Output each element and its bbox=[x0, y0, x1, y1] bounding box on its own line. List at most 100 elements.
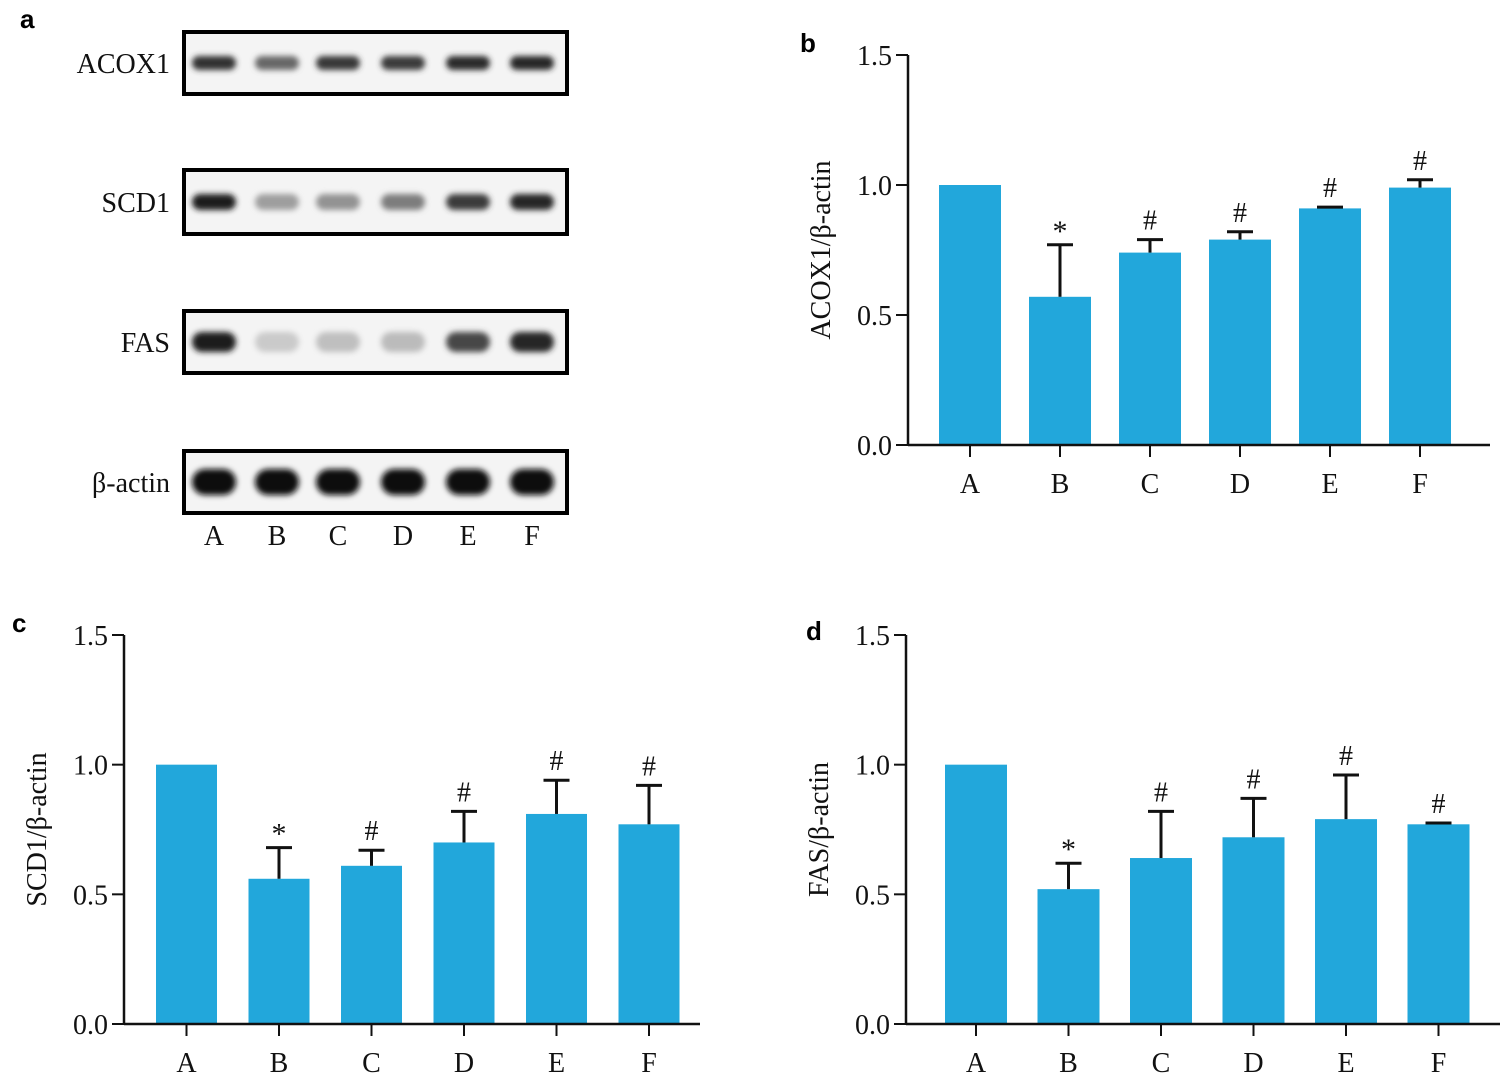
panel-letter-b: b bbox=[800, 28, 816, 58]
blot-frame bbox=[182, 449, 569, 515]
x-tick-label: A bbox=[176, 1048, 197, 1079]
bar bbox=[433, 842, 495, 1024]
blot-row-label: β-actin bbox=[92, 468, 170, 499]
significance-mark: # bbox=[1143, 206, 1157, 237]
significance-mark: # bbox=[1432, 789, 1446, 820]
panel-letter-d: d bbox=[806, 616, 822, 646]
significance-mark: * bbox=[272, 818, 287, 851]
significance-mark: # bbox=[1247, 764, 1261, 795]
significance-mark: # bbox=[1323, 173, 1337, 204]
blot-band bbox=[255, 56, 299, 70]
blot-band bbox=[255, 469, 299, 495]
significance-mark: # bbox=[1413, 146, 1427, 177]
blot-band bbox=[192, 56, 236, 70]
blot-lane-label: D bbox=[393, 521, 413, 552]
bar bbox=[1407, 824, 1470, 1024]
blot-band bbox=[381, 194, 425, 210]
y-tick-label: 0.0 bbox=[855, 1010, 890, 1041]
y-axis-label: ACOX1/β-actin bbox=[806, 160, 837, 339]
significance-mark: * bbox=[1053, 215, 1068, 248]
x-tick-label: C bbox=[1152, 1048, 1171, 1079]
x-tick-label: B bbox=[1059, 1048, 1078, 1079]
bar bbox=[1130, 858, 1192, 1024]
bar bbox=[939, 185, 1001, 445]
y-tick-label: 1.5 bbox=[855, 621, 890, 652]
blot-band bbox=[446, 194, 490, 210]
bar bbox=[156, 764, 217, 1024]
y-tick-label: 1.0 bbox=[857, 171, 892, 202]
x-tick-label: B bbox=[270, 1048, 289, 1079]
blot-band bbox=[446, 332, 490, 352]
panel-letter-a: a bbox=[20, 4, 35, 34]
bar bbox=[526, 813, 587, 1024]
x-tick-label: B bbox=[1051, 469, 1070, 500]
x-tick-label: D bbox=[454, 1048, 474, 1079]
significance-mark: * bbox=[1061, 833, 1076, 866]
bar bbox=[1209, 239, 1271, 445]
bar bbox=[1222, 837, 1285, 1024]
blot-lane-label: F bbox=[524, 521, 540, 552]
western-blot-panel: ACOX1 SCD1 FAS β-actin A B C D E F bbox=[77, 30, 569, 552]
significance-mark: # bbox=[365, 816, 379, 847]
blot-band bbox=[316, 332, 360, 352]
bar bbox=[1119, 252, 1181, 445]
significance-mark: # bbox=[550, 746, 564, 777]
blot-row-label: FAS bbox=[121, 328, 170, 359]
y-axis-label: FAS/β-actin bbox=[804, 762, 835, 897]
bar bbox=[1299, 208, 1361, 445]
y-tick-label: 0.0 bbox=[857, 431, 892, 462]
blot-band bbox=[192, 469, 236, 495]
x-tick-label: E bbox=[1337, 1048, 1354, 1079]
y-axis-label: SCD1/β-actin bbox=[22, 752, 53, 906]
bar-chart-acox1: 0.0 0.5 1.0 1.5 A * B # C # D # E # F ACOX1/β-actin bbox=[806, 41, 1490, 500]
blot-band bbox=[510, 332, 554, 352]
bar bbox=[341, 865, 402, 1024]
y-tick-label: 1.5 bbox=[73, 621, 108, 652]
x-tick-label: A bbox=[960, 469, 981, 500]
y-tick-label: 1.0 bbox=[73, 751, 108, 782]
bar bbox=[1389, 187, 1451, 445]
blot-band bbox=[255, 332, 299, 352]
significance-mark: # bbox=[1339, 741, 1353, 772]
blot-band bbox=[381, 469, 425, 495]
y-tick-label: 0.5 bbox=[855, 880, 890, 911]
blot-band bbox=[316, 56, 360, 70]
significance-mark: # bbox=[1154, 777, 1168, 808]
y-tick-label: 0.5 bbox=[857, 301, 892, 332]
x-tick-label: F bbox=[641, 1048, 657, 1079]
bar-chart-scd1: 0.0 0.5 1.0 1.5 A * B # C # D # E # F SCD1/β-actin bbox=[22, 621, 700, 1079]
y-tick-label: 0.0 bbox=[73, 1010, 108, 1041]
blot-row-label: SCD1 bbox=[102, 188, 170, 219]
blot-band bbox=[381, 332, 425, 352]
y-tick-label: 1.0 bbox=[855, 751, 890, 782]
x-tick-label: C bbox=[1141, 469, 1160, 500]
blot-row-label: ACOX1 bbox=[77, 49, 170, 80]
bar bbox=[248, 878, 310, 1024]
bar bbox=[945, 764, 1007, 1024]
x-tick-label: A bbox=[966, 1048, 987, 1079]
significance-mark: # bbox=[1233, 198, 1247, 229]
blot-lane-label: B bbox=[268, 521, 287, 552]
y-tick-label: 0.5 bbox=[73, 880, 108, 911]
bar bbox=[1037, 889, 1100, 1024]
blot-band bbox=[446, 469, 490, 495]
blot-frame bbox=[182, 309, 569, 375]
blot-band bbox=[446, 56, 490, 70]
blot-band bbox=[255, 194, 299, 210]
x-tick-label: E bbox=[548, 1048, 565, 1079]
blot-band bbox=[316, 469, 360, 495]
x-tick-label: F bbox=[1412, 469, 1428, 500]
significance-mark: # bbox=[457, 777, 471, 808]
x-tick-label: E bbox=[1321, 469, 1338, 500]
blot-lane-label: E bbox=[459, 521, 476, 552]
blot-lane-label: A bbox=[204, 521, 225, 552]
bar bbox=[1315, 819, 1377, 1024]
x-tick-label: D bbox=[1230, 469, 1250, 500]
y-tick-label: 1.5 bbox=[857, 41, 892, 72]
bar-chart-fas: 0.0 0.5 1.0 1.5 A * B # C # D # E # F FAS/β-actin bbox=[804, 621, 1500, 1079]
blot-band bbox=[192, 194, 236, 210]
blot-frame bbox=[182, 168, 569, 236]
panel-letter-c: c bbox=[12, 608, 26, 638]
blot-band bbox=[192, 332, 236, 352]
